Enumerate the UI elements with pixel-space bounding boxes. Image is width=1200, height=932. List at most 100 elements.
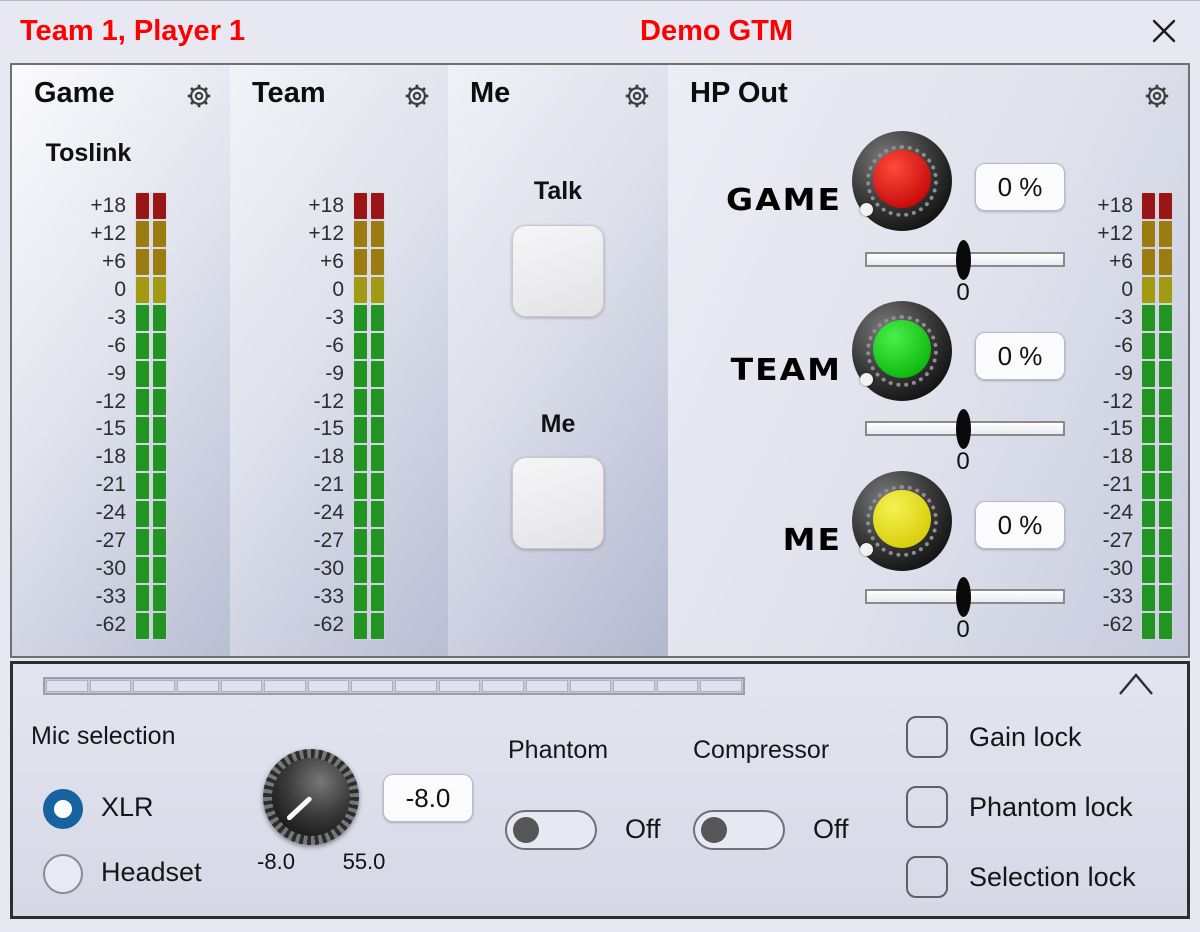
me-settings-gear-icon[interactable] bbox=[622, 81, 652, 111]
me-panel-title: Me bbox=[470, 77, 511, 109]
meter-scale-label: +6 bbox=[1109, 250, 1133, 274]
meter-scale-label: -24 bbox=[313, 501, 344, 525]
talk-button[interactable] bbox=[512, 225, 604, 317]
mic-gain-knob[interactable] bbox=[263, 749, 359, 845]
hp-out-panel: HP Out GAME 0 % 0 TEAM 0 % 0 ME bbox=[668, 63, 1190, 658]
meter-scale-label: -15 bbox=[95, 417, 126, 441]
radio-xlr-label[interactable]: XLR bbox=[101, 792, 154, 822]
meter-scale-label: -62 bbox=[95, 612, 126, 636]
meter-segment bbox=[136, 389, 166, 415]
meter-segment bbox=[136, 585, 166, 611]
team-level-meter: +18 +12 +6 0 -3 -6 -9 -12 -15 -18 -21 -24 -27 -30 -33 -… bbox=[250, 192, 390, 640]
meter-scale-label: -27 bbox=[313, 528, 344, 552]
meter-segment bbox=[1142, 473, 1172, 499]
collapse-panel-button[interactable] bbox=[1117, 670, 1155, 700]
meter-scale-label: -27 bbox=[1102, 528, 1133, 552]
meter-scale-label: -12 bbox=[1102, 389, 1133, 413]
meter-segment bbox=[354, 249, 384, 275]
meter-segment bbox=[136, 529, 166, 555]
meter-segment bbox=[354, 305, 384, 331]
gain-lock-checkbox[interactable] bbox=[906, 716, 948, 758]
me-button[interactable] bbox=[512, 457, 604, 549]
phantom-lock-checkbox[interactable] bbox=[906, 786, 948, 828]
hp-me-balance-slider-thumb[interactable] bbox=[956, 577, 971, 617]
meter-scale-label: -9 bbox=[325, 361, 344, 385]
hp-team-balance-slider-thumb[interactable] bbox=[956, 409, 971, 449]
meter-scale-label: -21 bbox=[313, 473, 344, 497]
meter-segment bbox=[1142, 585, 1172, 611]
close-button[interactable] bbox=[1146, 13, 1182, 49]
hp-me-label: ME bbox=[782, 521, 842, 558]
meter-segment bbox=[354, 529, 384, 555]
mic-level-segment-bar bbox=[43, 677, 745, 695]
meter-scale-label: 0 bbox=[114, 278, 126, 302]
meter-scale-label: -21 bbox=[95, 473, 126, 497]
game-channel-panel: Game Toslink +18 +12 +6 0 -3 -6 -9 -12 -15 -18 -21… bbox=[10, 63, 232, 658]
phantom-lock-label[interactable]: Phantom lock bbox=[969, 792, 1133, 822]
gain-lock-label[interactable]: Gain lock bbox=[969, 722, 1082, 752]
compressor-toggle[interactable] bbox=[693, 810, 785, 850]
meter-scale-label: -6 bbox=[1114, 333, 1133, 357]
meter-scale-label: -30 bbox=[313, 556, 344, 580]
meter-segment bbox=[1142, 417, 1172, 443]
game-source-label: Toslink bbox=[45, 139, 132, 167]
hp-me-percent-field[interactable]: 0 % bbox=[975, 501, 1065, 549]
meter-scale-label: -21 bbox=[1102, 473, 1133, 497]
hp-out-settings-gear-icon[interactable] bbox=[1142, 81, 1172, 111]
radio-headset[interactable] bbox=[43, 854, 83, 894]
meter-segment bbox=[136, 361, 166, 387]
meter-scale-label: -6 bbox=[325, 333, 344, 357]
meter-scale-label: +12 bbox=[1097, 222, 1133, 246]
meter-scale-label: -12 bbox=[313, 389, 344, 413]
me-channel-panel: Me Talk Me bbox=[448, 63, 670, 658]
meter-scale-label: -62 bbox=[1102, 612, 1133, 636]
hp-game-balance-slider-thumb[interactable] bbox=[956, 240, 971, 280]
meter-scale-label: +18 bbox=[1097, 194, 1133, 218]
radio-xlr[interactable] bbox=[43, 789, 83, 829]
meter-scale-label: +18 bbox=[308, 194, 344, 218]
meter-scale-label: -18 bbox=[313, 445, 344, 469]
meter-segment bbox=[354, 417, 384, 443]
meter-segment bbox=[354, 389, 384, 415]
mic-gain-value-field[interactable]: -8.0 bbox=[383, 774, 473, 822]
hp-team-knob[interactable] bbox=[852, 301, 952, 401]
phantom-toggle[interactable] bbox=[505, 810, 597, 850]
mic-gain-min-label: -8.0 bbox=[257, 849, 295, 874]
meter-scale-label: -62 bbox=[313, 612, 344, 636]
chevron-up-icon bbox=[1119, 673, 1153, 695]
meter-segment bbox=[354, 613, 384, 639]
meter-segment bbox=[1142, 249, 1172, 275]
meter-scale-label: -24 bbox=[95, 501, 126, 525]
meter-segment bbox=[354, 277, 384, 303]
hp-me-knob[interactable] bbox=[852, 471, 952, 571]
compressor-state-label: Off bbox=[813, 814, 849, 844]
meter-scale-label: -33 bbox=[95, 584, 126, 608]
knob-indicator-dot bbox=[860, 203, 873, 216]
hp-game-percent-field[interactable]: 0 % bbox=[975, 163, 1065, 211]
meter-scale-label: -9 bbox=[107, 361, 126, 385]
phantom-label: Phantom bbox=[508, 736, 609, 764]
team-settings-gear-icon[interactable] bbox=[402, 81, 432, 111]
hp-game-knob[interactable] bbox=[852, 131, 952, 231]
meter-scale-label: 0 bbox=[1121, 278, 1133, 302]
meter-segment bbox=[354, 221, 384, 247]
meter-scale-label: -30 bbox=[95, 556, 126, 580]
hp-team-percent-field[interactable]: 0 % bbox=[975, 332, 1065, 380]
player-title: Team 1, Player 1 bbox=[20, 15, 246, 47]
meter-scale-label: -12 bbox=[95, 389, 126, 413]
selection-lock-checkbox[interactable] bbox=[906, 856, 948, 898]
meter-scale-label: -33 bbox=[313, 584, 344, 608]
meter-scale-label: -18 bbox=[1102, 445, 1133, 469]
meter-segment bbox=[136, 557, 166, 583]
selection-lock-label[interactable]: Selection lock bbox=[969, 862, 1136, 892]
meter-segment bbox=[1142, 333, 1172, 359]
radio-headset-label[interactable]: Headset bbox=[101, 857, 202, 887]
meter-segment bbox=[1142, 277, 1172, 303]
hp-game-label: GAME bbox=[725, 181, 842, 218]
hp-out-level-meter: +18 +12 +6 0 -3 -6 -9 -12 -15 -18 -21 -24 -27 -30 -33 -… bbox=[1046, 192, 1176, 640]
game-settings-gear-icon[interactable] bbox=[184, 81, 214, 111]
meter-segment bbox=[1142, 389, 1172, 415]
me-button-label: Me bbox=[540, 410, 576, 438]
meter-segment bbox=[1142, 445, 1172, 471]
meter-segment bbox=[136, 473, 166, 499]
